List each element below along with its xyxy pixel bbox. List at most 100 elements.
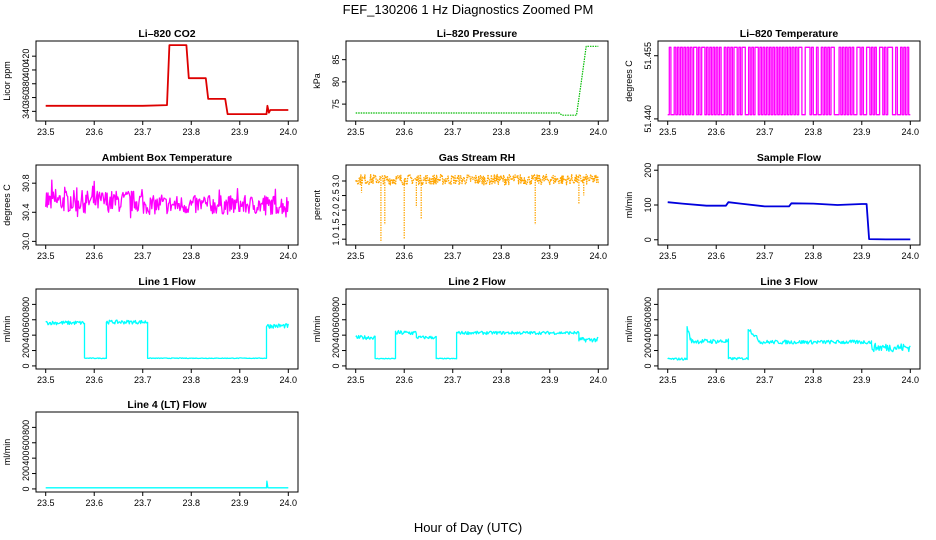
plot-frame [345, 288, 609, 370]
x-tick-label: 23.7 [444, 127, 462, 137]
y-tick-label: 0 [643, 363, 653, 368]
y-tick-label: 400 [21, 328, 31, 343]
panel-line2: Line 2 Flow 23.5 23.6 23.7 23.8 23.9 24.0 0 2004… [312, 276, 609, 385]
series-sample [667, 201, 911, 241]
y-tick-label: 200 [331, 343, 341, 358]
plot-frame [657, 40, 921, 122]
y-axis-label: degrees C [2, 184, 12, 226]
panel-title: Gas Stream RH [439, 152, 515, 164]
x-tick-label: 24.0 [280, 251, 298, 261]
panel-title: Li–820 Pressure [437, 28, 518, 40]
panel-title: Sample Flow [757, 152, 822, 164]
x-tick-label: 23.9 [541, 127, 559, 137]
series-line [355, 45, 599, 116]
x-tick-label: 23.6 [85, 375, 103, 385]
series-line2 [355, 329, 599, 360]
y-tick-label: 2.0 [331, 204, 341, 217]
x-tick-label: 23.9 [853, 127, 871, 137]
x-tick-label: 23.9 [541, 251, 559, 261]
y-tick-label: 75 [331, 99, 341, 109]
x-tick-label: 24.0 [280, 375, 298, 385]
y-tick-label: 380 [21, 76, 31, 91]
panel-line3: Line 3 Flow 23.5 23.6 23.7 23.8 23.9 24.0 0 2004… [624, 276, 921, 385]
plot-frame [35, 164, 299, 246]
panel-temperature: Li–820 Temperature 23.5 23.6 23.7 23.8 23.9 24… [624, 28, 921, 137]
y-tick-label: 0 [331, 363, 341, 368]
panels: Li–820 CO2 23.5 23.6 23.7 23.8 23.9 24.0 340360… [2, 28, 921, 508]
panel-rh: Gas Stream RH 23.5 23.6 23.7 23.8 23.9 24.0 1.0… [312, 152, 609, 261]
x-tick-label: 24.0 [280, 498, 298, 508]
y-tick-label: 400 [21, 62, 31, 77]
y-tick-label: 200 [21, 343, 31, 358]
x-tick-label: 23.6 [707, 375, 725, 385]
series-line [45, 179, 289, 219]
x-tick-label: 23.8 [804, 251, 822, 261]
x-tick-label: 23.7 [134, 375, 152, 385]
series-rh [355, 173, 599, 243]
panel-title: Line 2 Flow [448, 276, 506, 288]
panel-title: Li–820 CO2 [138, 28, 195, 40]
x-tick-label: 23.7 [444, 251, 462, 261]
x-tick-label: 23.6 [395, 127, 413, 137]
x-tick-label: 24.0 [590, 251, 608, 261]
y-tick-label: 600 [331, 312, 341, 327]
x-axis: 23.5 23.6 23.7 23.8 23.9 24.0 [347, 121, 607, 137]
y-axis-label: ml/min [2, 439, 12, 466]
x-tick-label: 23.5 [347, 375, 365, 385]
y-axis-label: kPa [312, 73, 322, 89]
series-line [45, 319, 289, 360]
x-tick-label: 23.6 [85, 127, 103, 137]
y-tick-label: 85 [331, 55, 341, 65]
x-tick-label: 23.8 [804, 127, 822, 137]
x-axis: 23.5 23.6 23.7 23.8 23.9 24.0 [347, 369, 607, 385]
y-tick-label: 800 [21, 297, 31, 312]
plot-frame [345, 40, 609, 122]
x-tick-label: 23.5 [37, 375, 55, 385]
y-axis: 51.440 51.455 [643, 42, 658, 133]
y-tick-label: 30.8 [21, 174, 31, 192]
x-tick-label: 23.5 [659, 251, 677, 261]
x-tick-label: 23.5 [37, 498, 55, 508]
y-tick-label: 200 [643, 163, 653, 178]
y-axis: 30.0 30.4 30.8 [21, 174, 36, 250]
y-tick-label: 200 [21, 466, 31, 481]
panel-line4: Line 4 (LT) Flow 23.5 23.6 23.7 23.8 23.9 24.0… [2, 399, 299, 508]
y-tick-label: 400 [331, 328, 341, 343]
x-tick-label: 23.6 [85, 251, 103, 261]
figure-x-axis-label: Hour of Day (UTC) [414, 520, 522, 535]
x-tick-label: 23.9 [853, 251, 871, 261]
y-tick-label: 340 [21, 104, 31, 119]
x-tick-label: 23.6 [395, 375, 413, 385]
y-tick-label: 600 [21, 312, 31, 327]
plot-frame [345, 164, 609, 246]
y-tick-label: 360 [21, 90, 31, 105]
panel-sample: Sample Flow 23.5 23.6 23.7 23.8 23.9 24.0 0 100 2… [624, 152, 921, 261]
x-tick-label: 23.5 [37, 251, 55, 261]
x-tick-label: 23.9 [231, 375, 249, 385]
y-tick-label: 200 [643, 343, 653, 358]
x-tick-label: 24.0 [280, 127, 298, 137]
y-axis-label: Licor ppm [2, 61, 12, 101]
y-tick-label: 600 [21, 435, 31, 450]
series-line [355, 173, 599, 186]
plot-frame [35, 40, 299, 122]
x-tick-label: 23.9 [231, 251, 249, 261]
plot-frame [35, 411, 299, 493]
y-tick-label: 1.0 [331, 233, 341, 246]
series-ambient [45, 179, 289, 219]
y-tick-label: 3.0 [331, 175, 341, 188]
x-tick-label: 23.8 [804, 375, 822, 385]
y-tick-label: 400 [21, 451, 31, 466]
panel-title: Line 3 Flow [760, 276, 818, 288]
y-tick-label: 30.4 [21, 204, 31, 222]
series-line4 [45, 480, 289, 489]
x-tick-label: 23.6 [707, 251, 725, 261]
series-line [667, 326, 911, 361]
series-line [45, 44, 289, 115]
x-tick-label: 23.6 [707, 127, 725, 137]
x-axis: 23.5 23.6 23.7 23.8 23.9 24.0 [347, 245, 607, 261]
series-line [355, 329, 599, 360]
